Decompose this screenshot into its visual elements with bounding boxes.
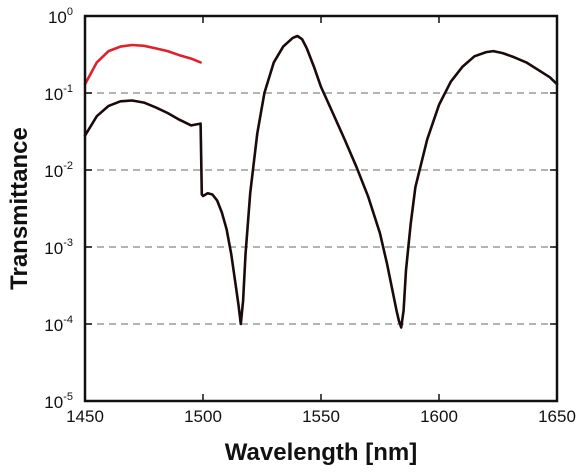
y-tick-base: 10 xyxy=(44,162,63,181)
y-tick-base: 10 xyxy=(44,393,63,412)
series-group xyxy=(83,34,559,329)
y-tick-base: 10 xyxy=(44,239,63,258)
x-tick-labels: 1450 1500 1550 1600 1650 xyxy=(66,407,576,426)
series-line-2 xyxy=(83,34,559,329)
x-axis-title: Wavelength [nm] xyxy=(225,439,417,466)
y-tick-exponent: 0 xyxy=(67,6,73,18)
y-tick-exponent: -2 xyxy=(63,160,73,172)
grid-lines xyxy=(85,92,557,325)
y-axis-title: Transmittance xyxy=(6,127,33,290)
tick-marks xyxy=(84,15,558,402)
y-tick-exponent: -5 xyxy=(63,391,73,403)
x-tick-label: 1550 xyxy=(302,407,340,426)
y-tick-exponent: -3 xyxy=(63,237,73,249)
y-tick-label: 10-2 xyxy=(44,160,73,181)
y-tick-exponent: -1 xyxy=(63,83,73,95)
y-tick-label: 100 xyxy=(48,6,73,27)
y-tick-label: 10-4 xyxy=(44,314,73,335)
series-line-1 xyxy=(83,43,202,86)
x-tick-label: 1650 xyxy=(538,407,576,426)
x-tick-label: 1600 xyxy=(420,407,458,426)
y-tick-label: 10-1 xyxy=(44,83,73,104)
y-tick-exponent: -4 xyxy=(63,314,73,326)
y-tick-base: 10 xyxy=(44,85,63,104)
plot-frame xyxy=(83,14,559,403)
x-tick-label: 1450 xyxy=(66,407,104,426)
y-tick-label: 10-3 xyxy=(44,237,73,258)
y-tick-base: 10 xyxy=(48,8,67,27)
y-tick-label: 10-5 xyxy=(44,391,73,412)
y-tick-base: 10 xyxy=(44,316,63,335)
x-tick-label: 1500 xyxy=(184,407,222,426)
